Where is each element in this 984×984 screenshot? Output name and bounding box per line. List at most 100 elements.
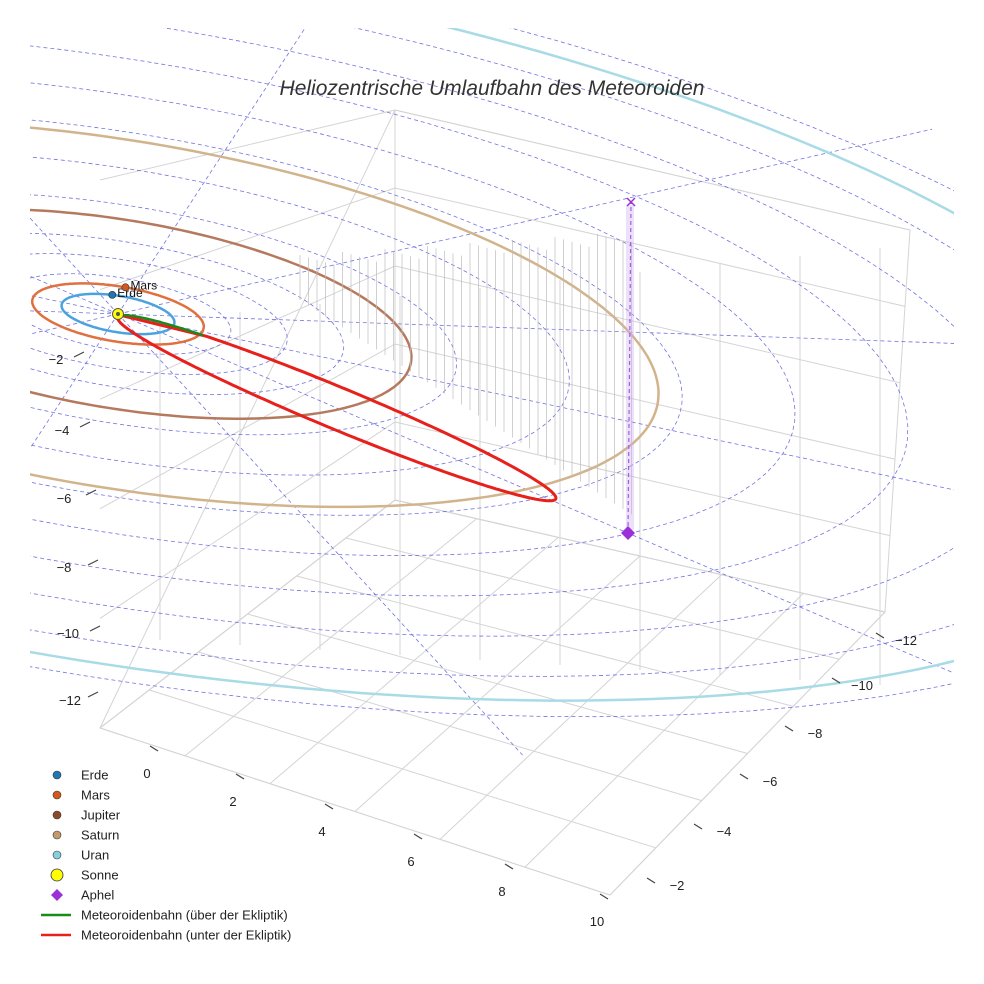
orbit-uran — [30, 28, 954, 702]
x-tick-label: 4 — [318, 824, 325, 839]
z-tick-label: −2 — [670, 878, 685, 893]
x-tick-mark — [149, 745, 159, 752]
floor-gridline — [269, 536, 559, 785]
y-tick-mark — [85, 489, 97, 496]
x-tick-mark — [599, 893, 609, 900]
legend-label: Mars — [81, 788, 110, 803]
z-tick-mark — [784, 725, 794, 732]
axis-box — [99, 109, 911, 896]
legend-label: Erde — [81, 768, 108, 783]
legend-item: Jupiter — [52, 808, 121, 823]
polar-spoke — [117, 313, 523, 756]
floor-gridline — [524, 592, 804, 868]
polar-ring — [30, 45, 909, 597]
aphelion-dropline — [627, 201, 632, 534]
floor-gridline — [354, 555, 641, 812]
x-tick-mark — [235, 773, 245, 780]
z-tick-mark — [875, 632, 885, 639]
y-tick-label: −10 — [57, 626, 79, 641]
y-tick-label: −4 — [55, 423, 70, 438]
orbit-below-ecliptic — [116, 313, 558, 503]
aphelion-marker — [621, 526, 635, 540]
legend-label: Uran — [81, 848, 109, 863]
x-tick-mark — [324, 803, 334, 810]
legend-label: Meteoroidenbahn (unter der Ekliptik) — [81, 928, 291, 943]
legend-label: Aphel — [81, 888, 114, 903]
wall-gridline — [394, 187, 906, 307]
legend-item: Meteoroidenbahn (unter der Ekliptik) — [41, 928, 291, 943]
sun-core — [116, 312, 120, 316]
legend-swatch — [52, 810, 62, 820]
z-tick-mark — [646, 877, 656, 884]
z-tick-label: −4 — [717, 824, 732, 839]
drop-lines — [299, 234, 632, 515]
polar-spoke — [117, 313, 954, 674]
legend-swatch — [51, 889, 63, 901]
wall-gridline — [99, 499, 396, 729]
legend-item: Meteoroidenbahn (über der Ekliptik) — [41, 908, 288, 923]
legend-item: Erde — [52, 768, 108, 783]
x-tick-label: 10 — [590, 914, 604, 929]
polar-spoke — [30, 275, 119, 315]
legend-item: Mars — [52, 788, 110, 803]
wall-gridline — [394, 109, 911, 231]
wall-gridline — [99, 343, 396, 510]
y-tick-mark — [87, 559, 99, 566]
x-tick-label: 8 — [498, 884, 505, 899]
y-tick-mark — [89, 625, 101, 632]
legend-label: Jupiter — [81, 808, 121, 823]
z-tick-label: −12 — [895, 633, 917, 648]
chart-title: Heliozentrische Umlaufbahn des Meteoroid… — [280, 77, 705, 100]
wall-gridline — [99, 187, 396, 291]
x-tick-label: 6 — [407, 854, 414, 869]
legend-swatch — [52, 830, 62, 840]
planet-erde — [108, 291, 117, 299]
polar-ring — [30, 119, 683, 516]
aphelion-top-marker — [626, 197, 636, 207]
polar-spoke — [30, 217, 119, 315]
wall-gridline — [99, 421, 396, 619]
legend-swatch — [52, 770, 62, 780]
polar-ring — [30, 156, 570, 476]
wall-gridline — [99, 109, 396, 181]
y-tick-label: −6 — [57, 491, 72, 506]
meteoroid-orbit — [116, 313, 558, 503]
polar-ring — [30, 194, 457, 436]
wall-gridline — [394, 421, 891, 537]
floor-gridline — [439, 574, 723, 840]
orbit-erde — [60, 292, 176, 336]
orbit-mars — [30, 282, 206, 346]
y-tick-mark — [87, 691, 99, 698]
legend-label: Meteoroidenbahn (über der Ekliptik) — [81, 908, 288, 923]
z-tick-mark — [831, 677, 841, 684]
x-tick-mark — [413, 833, 423, 840]
ecliptic-polar-grid — [30, 28, 954, 756]
planet-label-mars: Mars — [130, 278, 157, 292]
orbit-saturn — [30, 126, 660, 509]
legend-label: Saturn — [81, 828, 119, 843]
y-tick-label: −2 — [49, 352, 64, 367]
legend-label: Sonne — [81, 868, 119, 883]
orbit-above-ecliptic — [121, 313, 204, 337]
legend-swatch — [52, 850, 62, 860]
floor-gridline — [184, 518, 477, 757]
planet-mars — [121, 283, 130, 292]
y-tick-label: −8 — [57, 560, 72, 575]
polar-spoke — [117, 128, 933, 315]
x-tick-label: 0 — [143, 766, 150, 781]
z-tick-label: −8 — [808, 726, 823, 741]
aphelion-band — [626, 205, 634, 530]
polar-spoke — [117, 28, 306, 315]
legend-item: Aphel — [51, 888, 114, 903]
z-tick-mark — [739, 773, 749, 780]
planet-orbits — [30, 28, 954, 702]
legend-item: Saturn — [52, 828, 119, 843]
polar-ring — [30, 28, 954, 718]
legend: Erde Mars Jupiter Saturn Uran Sonne Aphel Meteo… — [41, 768, 291, 943]
polar-spoke — [30, 313, 119, 450]
y-tick-mark — [73, 351, 85, 358]
legend-swatch — [52, 790, 62, 800]
markers: ErdeMarsJupiterUran — [108, 197, 636, 540]
y-tick-mark — [79, 421, 91, 428]
